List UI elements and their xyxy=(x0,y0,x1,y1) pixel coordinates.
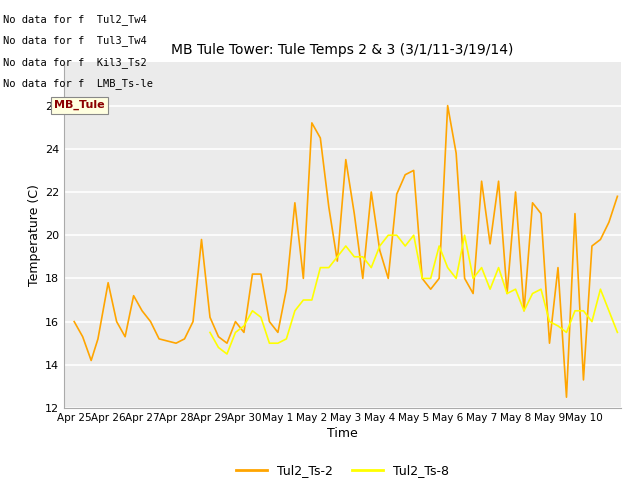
Tul2_Ts-8 xyxy=(537,286,545,292)
Text: No data for f  Kil3_Ts2: No data for f Kil3_Ts2 xyxy=(3,57,147,68)
Tul2_Ts-8 xyxy=(469,276,477,281)
Text: No data for f  LMB_Ts-le: No data for f LMB_Ts-le xyxy=(3,78,153,89)
Text: MB_Tule: MB_Tule xyxy=(54,100,105,110)
Tul2_Ts-8 xyxy=(317,265,324,271)
Tul2_Ts-8 xyxy=(214,345,222,350)
Tul2_Ts-8 xyxy=(571,308,579,314)
Tul2_Ts-8 xyxy=(596,286,604,292)
Tul2_Ts-8 xyxy=(452,276,460,281)
Tul2_Ts-8 xyxy=(308,297,316,303)
Tul2_Ts-8 xyxy=(444,265,451,271)
Tul2_Ts-8 xyxy=(393,232,401,238)
Y-axis label: Temperature (C): Temperature (C) xyxy=(28,184,41,286)
Text: No data for f  Tul2_Tw4: No data for f Tul2_Tw4 xyxy=(3,13,147,24)
Tul2_Ts-8 xyxy=(367,265,375,271)
Tul2_Ts-8 xyxy=(435,243,443,249)
Tul2_Ts-8 xyxy=(325,265,333,271)
Tul2_Ts-8 xyxy=(282,336,290,342)
Tul2_Ts-8 xyxy=(563,330,570,336)
Tul2_Ts-2 xyxy=(198,237,205,242)
Tul2_Ts-8 xyxy=(554,323,562,329)
Tul2_Ts-2 xyxy=(546,340,554,346)
Tul2_Ts-8 xyxy=(495,265,502,271)
Tul2_Ts-8 xyxy=(359,254,367,260)
Tul2_Ts-8 xyxy=(232,330,239,336)
Tul2_Ts-8 xyxy=(580,308,588,314)
Tul2_Ts-8 xyxy=(206,330,214,336)
Tul2_Ts-8 xyxy=(376,243,383,249)
Tul2_Ts-8 xyxy=(427,276,435,281)
Tul2_Ts-8 xyxy=(385,232,392,238)
Tul2_Ts-8 xyxy=(300,297,307,303)
Tul2_Ts-8 xyxy=(588,319,596,324)
Text: No data for f  Tul3_Tw4: No data for f Tul3_Tw4 xyxy=(3,35,147,46)
Tul2_Ts-2 xyxy=(232,319,239,324)
Tul2_Ts-8 xyxy=(333,254,341,260)
Tul2_Ts-2 xyxy=(70,319,78,324)
Tul2_Ts-2 xyxy=(596,237,604,242)
X-axis label: Time: Time xyxy=(327,427,358,440)
Tul2_Ts-2 xyxy=(351,211,358,216)
Tul2_Ts-8 xyxy=(512,286,520,292)
Tul2_Ts-8 xyxy=(461,232,468,238)
Tul2_Ts-8 xyxy=(520,308,528,314)
Tul2_Ts-8 xyxy=(605,308,612,314)
Tul2_Ts-8 xyxy=(257,314,265,320)
Tul2_Ts-8 xyxy=(240,323,248,329)
Tul2_Ts-8 xyxy=(248,308,256,314)
Tul2_Ts-8 xyxy=(503,290,511,296)
Tul2_Ts-8 xyxy=(477,265,485,271)
Legend: Tul2_Ts-2, Tul2_Ts-8: Tul2_Ts-2, Tul2_Ts-8 xyxy=(231,459,454,480)
Tul2_Ts-8 xyxy=(342,243,349,249)
Tul2_Ts-8 xyxy=(351,254,358,260)
Tul2_Ts-8 xyxy=(401,243,409,249)
Tul2_Ts-2 xyxy=(300,276,307,281)
Tul2_Ts-8 xyxy=(546,319,554,324)
Tul2_Ts-8 xyxy=(529,290,536,296)
Tul2_Ts-8 xyxy=(419,276,426,281)
Tul2_Ts-8 xyxy=(266,340,273,346)
Title: MB Tule Tower: Tule Temps 2 & 3 (3/1/11-3/19/14): MB Tule Tower: Tule Temps 2 & 3 (3/1/11-… xyxy=(172,43,513,57)
Line: Tul2_Ts-2: Tul2_Ts-2 xyxy=(74,106,618,397)
Tul2_Ts-2 xyxy=(444,103,451,108)
Tul2_Ts-8 xyxy=(223,351,231,357)
Tul2_Ts-8 xyxy=(614,330,621,336)
Tul2_Ts-8 xyxy=(410,232,417,238)
Tul2_Ts-8 xyxy=(274,340,282,346)
Tul2_Ts-2 xyxy=(614,193,621,199)
Line: Tul2_Ts-8: Tul2_Ts-8 xyxy=(210,235,618,354)
Tul2_Ts-8 xyxy=(291,308,299,314)
Tul2_Ts-8 xyxy=(486,286,494,292)
Tul2_Ts-2 xyxy=(563,395,570,400)
